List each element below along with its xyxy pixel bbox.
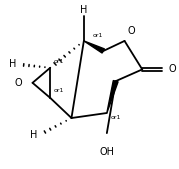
Text: or1: or1 [54, 59, 64, 64]
Text: H: H [80, 5, 88, 15]
Text: OH: OH [99, 147, 114, 156]
Text: O: O [169, 64, 176, 74]
Polygon shape [107, 81, 118, 113]
Text: H: H [30, 130, 38, 140]
Polygon shape [84, 41, 105, 53]
Text: H: H [9, 59, 17, 69]
Text: O: O [14, 78, 22, 88]
Text: O: O [128, 26, 136, 36]
Text: or1: or1 [110, 115, 121, 120]
Text: or1: or1 [93, 33, 103, 38]
Text: or1: or1 [54, 88, 64, 93]
